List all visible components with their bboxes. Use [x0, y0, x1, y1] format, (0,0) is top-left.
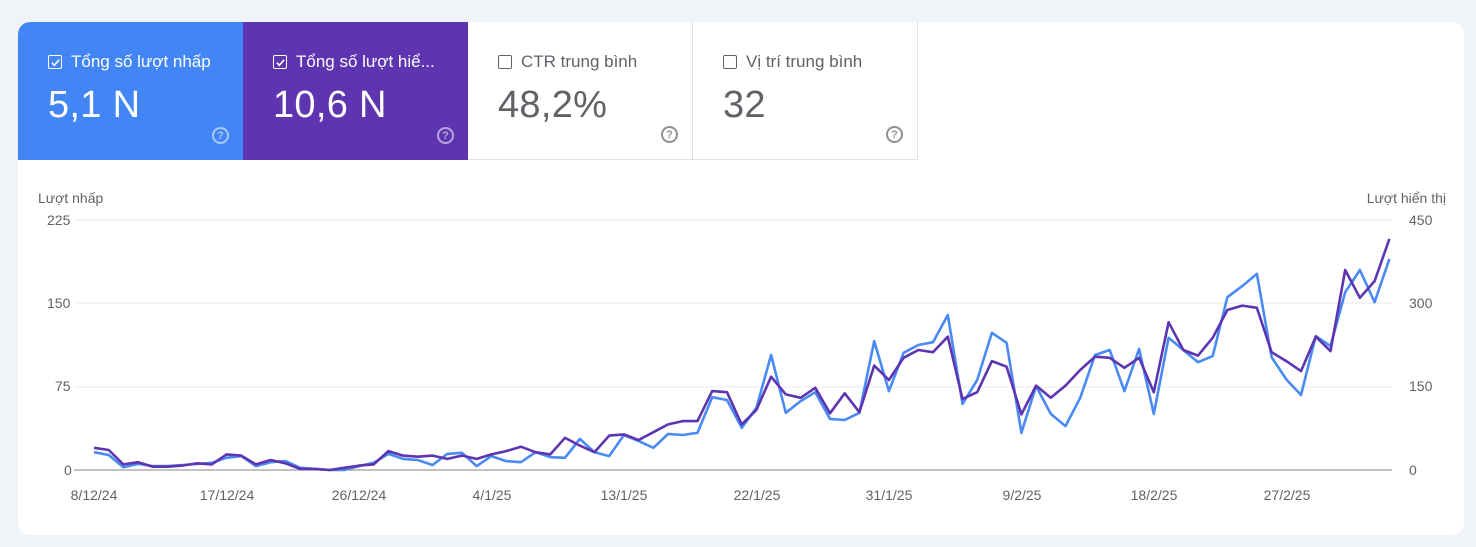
card-value: 32 — [723, 84, 766, 126]
card-value: 10,6 N — [273, 84, 387, 126]
card-label: CTR trung bình — [521, 52, 638, 71]
checkbox-checked-icon[interactable] — [273, 55, 287, 69]
help-icon[interactable]: ? — [437, 127, 454, 144]
line-chart[interactable] — [18, 22, 1464, 535]
x-tick: 18/2/25 — [1130, 487, 1178, 503]
help-icon[interactable]: ? — [661, 126, 678, 143]
x-tick: 4/1/25 — [472, 487, 512, 503]
card-average-position[interactable]: Vị trí trung bình 32 ? — [693, 22, 918, 160]
card-average-ctr[interactable]: CTR trung bình 48,2% ? — [468, 22, 693, 160]
left-tick: 0 — [64, 462, 72, 478]
x-tick: 17/12/24 — [199, 487, 255, 503]
card-total-clicks[interactable]: Tổng số lượt nhấp 5,1 N ? — [18, 22, 243, 160]
card-header: Tổng số lượt nhấp — [48, 52, 211, 72]
card-header: CTR trung bình — [498, 52, 637, 72]
card-label: Tổng số lượt nhấp — [71, 52, 211, 71]
help-icon[interactable]: ? — [212, 127, 229, 144]
right-tick: 300 — [1409, 295, 1433, 311]
card-total-impressions[interactable]: Tổng số lượt hiể... 10,6 N ? — [243, 22, 468, 160]
impressions-line — [93, 258, 1391, 472]
card-value: 48,2% — [498, 84, 608, 126]
x-tick: 31/1/25 — [865, 487, 913, 503]
left-tick: 150 — [47, 295, 71, 311]
help-icon[interactable]: ? — [886, 126, 903, 143]
right-tick: 150 — [1409, 378, 1433, 394]
checkbox-unchecked-icon[interactable] — [498, 55, 512, 69]
left-tick: 75 — [55, 378, 71, 394]
x-tick: 8/12/24 — [70, 487, 118, 503]
card-label: Vị trí trung bình — [746, 52, 863, 71]
performance-panel: Tổng số lượt nhấp 5,1 N ? Tổng số lượt h… — [18, 22, 1464, 535]
right-tick: 0 — [1409, 462, 1417, 478]
x-tick: 13/1/25 — [600, 487, 648, 503]
clicks-line — [93, 238, 1391, 472]
gridlines — [74, 219, 1392, 471]
checkbox-unchecked-icon[interactable] — [723, 55, 737, 69]
x-tick: 27/2/25 — [1263, 487, 1311, 503]
card-value: 5,1 N — [48, 84, 141, 126]
x-tick: 26/12/24 — [331, 487, 387, 503]
left-axis-title: Lượt nhấp — [38, 190, 104, 206]
checkbox-checked-icon[interactable] — [48, 55, 62, 69]
card-header: Tổng số lượt hiể... — [273, 52, 435, 72]
right-tick: 450 — [1409, 212, 1433, 228]
metric-cards: Tổng số lượt nhấp 5,1 N ? Tổng số lượt h… — [18, 22, 918, 160]
x-tick: 22/1/25 — [733, 487, 781, 503]
x-tick: 9/2/25 — [1002, 487, 1042, 503]
left-tick: 225 — [47, 212, 71, 228]
card-label: Tổng số lượt hiể... — [296, 52, 435, 71]
right-axis-title: Lượt hiển thị — [1366, 190, 1446, 206]
card-header: Vị trí trung bình — [723, 52, 862, 72]
